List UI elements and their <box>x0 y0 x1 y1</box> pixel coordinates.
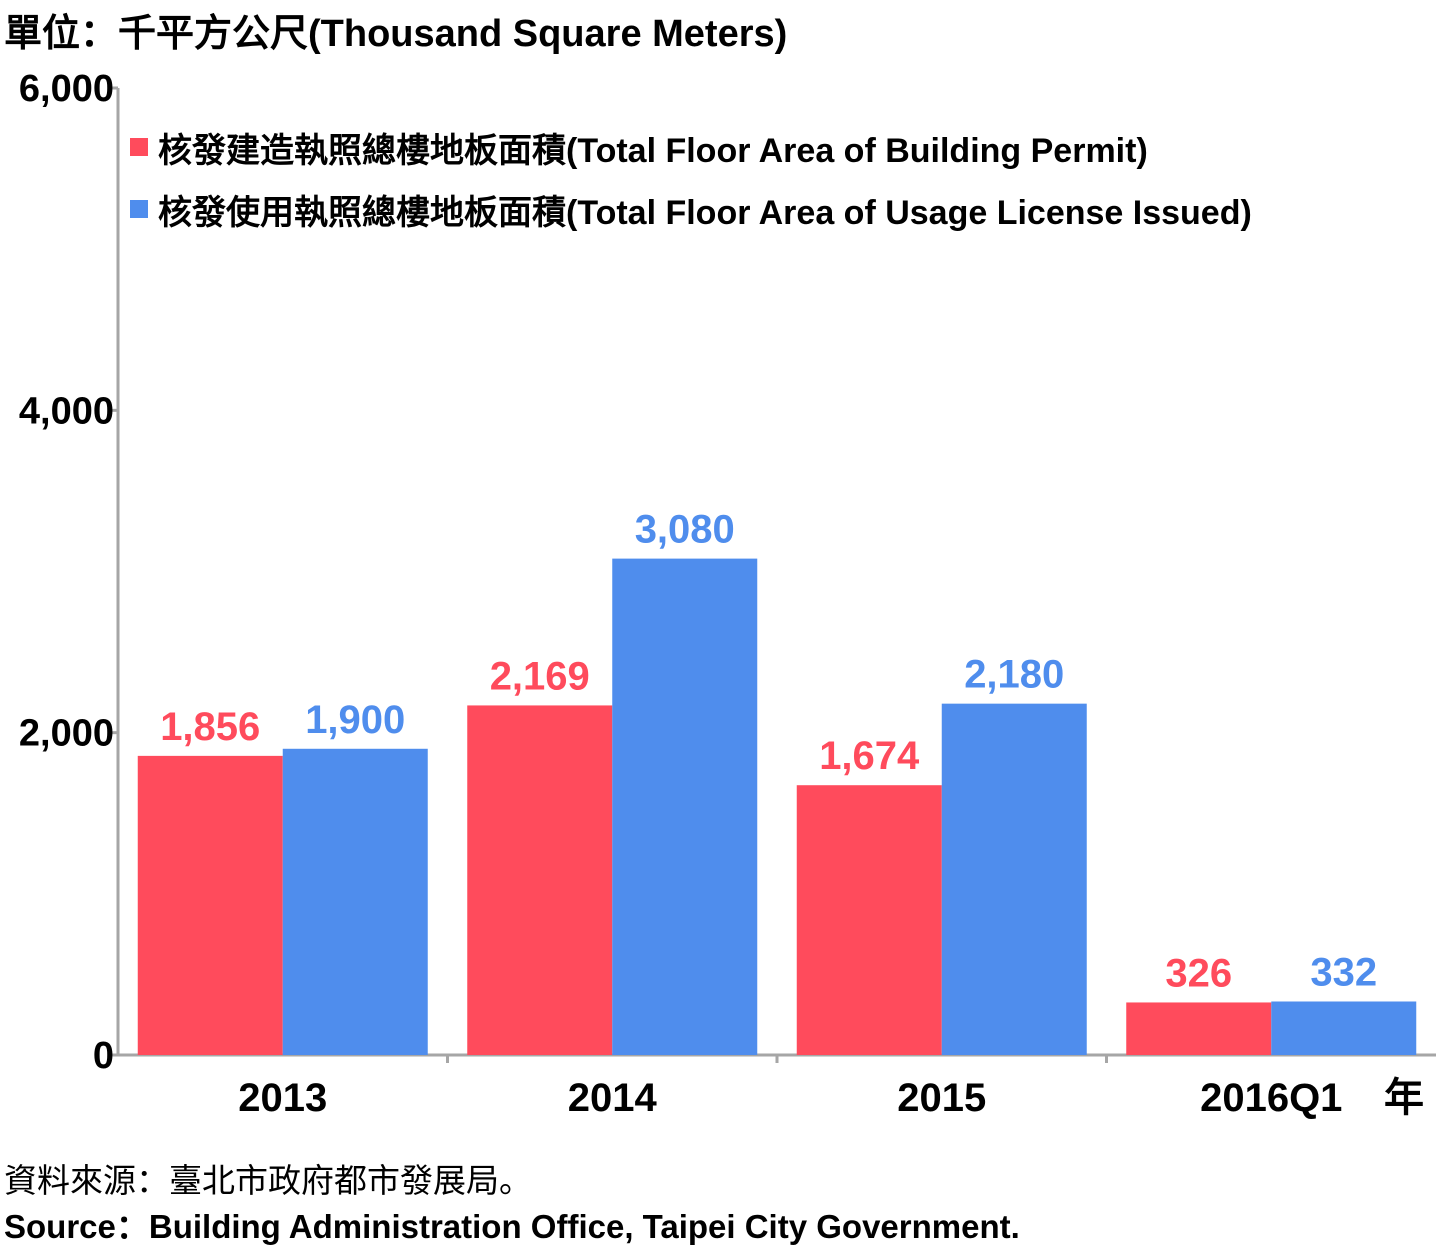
x-unit-label: 年 <box>1384 1076 1424 1120</box>
legend: 核發建造執照總樓地板面積(Total Floor Area of Buildin… <box>130 116 1252 240</box>
legend-item-building-permit: 核發建造執照總樓地板面積(Total Floor Area of Buildin… <box>130 116 1252 178</box>
x-tick-label: 2015 <box>897 1076 986 1120</box>
bar <box>282 748 428 1055</box>
legend-swatch-usage-license <box>130 200 148 218</box>
bar <box>612 558 758 1055</box>
unit-label: 單位：千平方公尺(Thousand Square Meters) <box>4 13 788 55</box>
y-tick-label: 6,000 <box>19 68 114 110</box>
bar <box>796 785 942 1055</box>
legend-item-usage-license: 核發使用執照總樓地板面積(Total Floor Area of Usage L… <box>130 178 1252 240</box>
source-chinese: 資料來源：臺北市政府都市發展局。 <box>4 1162 532 1199</box>
bar <box>1271 1001 1417 1055</box>
bar <box>1126 1002 1272 1055</box>
bar-value-label: 1,856 <box>160 705 260 749</box>
bar-value-label: 326 <box>1165 951 1232 995</box>
y-tick-label: 0 <box>93 1035 114 1077</box>
y-tick-label: 4,000 <box>19 390 114 432</box>
bar <box>941 703 1087 1055</box>
x-tick-label: 2014 <box>568 1076 658 1120</box>
x-tick-label: 2013 <box>238 1076 327 1120</box>
bar-value-label: 1,674 <box>819 734 920 778</box>
legend-swatch-building-permit <box>130 138 148 156</box>
x-tick-label: 2016Q1 <box>1200 1076 1342 1120</box>
bar-value-label: 1,900 <box>305 698 405 742</box>
legend-label-building-permit: 核發建造執照總樓地板面積(Total Floor Area of Buildin… <box>158 131 1148 170</box>
source-english: Source：Building Administration Office, T… <box>4 1208 1020 1245</box>
bar-value-label: 3,080 <box>635 508 735 552</box>
bar-value-label: 2,169 <box>490 654 590 698</box>
bar-value-label: 332 <box>1310 950 1377 994</box>
legend-label-usage-license: 核發使用執照總樓地板面積(Total Floor Area of Usage L… <box>158 193 1252 232</box>
bar-value-label: 2,180 <box>964 653 1064 697</box>
bar <box>467 705 613 1055</box>
bar <box>137 755 283 1055</box>
y-tick-label: 2,000 <box>19 713 114 755</box>
